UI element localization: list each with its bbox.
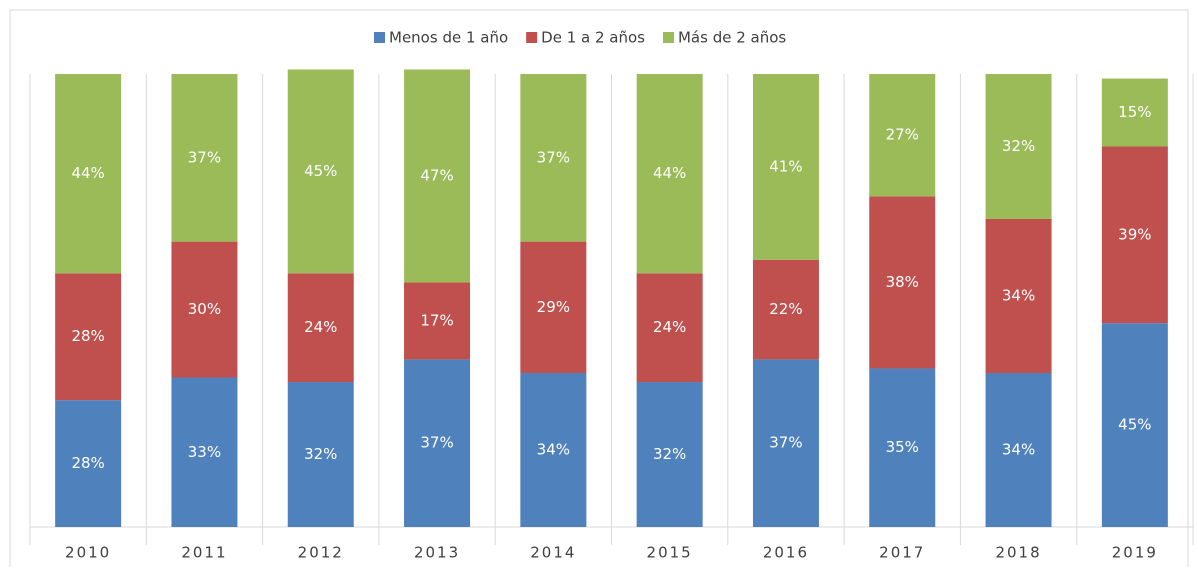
bar-segment	[636, 382, 703, 527]
data-label: 28%	[71, 327, 104, 345]
data-label: 37%	[537, 148, 570, 166]
bar-segment	[520, 74, 587, 242]
x-tick-label: 2016	[763, 544, 809, 562]
bar-segment	[55, 74, 122, 274]
bar-segment	[869, 74, 936, 197]
data-label: 24%	[653, 318, 686, 336]
bar-segment	[171, 241, 238, 378]
data-label: 30%	[188, 300, 221, 318]
data-label: 32%	[1002, 137, 1035, 155]
legend-swatch	[662, 32, 674, 43]
bar-segment	[869, 196, 936, 369]
bar-segment	[1101, 323, 1168, 527]
data-label: 34%	[1002, 286, 1035, 304]
x-tick-label: 2017	[879, 544, 925, 562]
x-tick-label: 2010	[65, 544, 111, 562]
data-label: 47%	[420, 166, 453, 184]
data-label: 38%	[886, 273, 919, 291]
bar-segment	[55, 273, 122, 401]
data-label: 15%	[1118, 103, 1151, 121]
bar-segment	[171, 74, 238, 242]
data-label: 34%	[1002, 440, 1035, 458]
data-label: 32%	[304, 445, 337, 463]
chart-frame	[9, 9, 1189, 571]
bar-segment	[287, 69, 354, 274]
legend-label: Menos de 1 año	[389, 29, 508, 47]
data-label: 29%	[537, 298, 570, 316]
bar-segment	[520, 241, 587, 373]
x-tick-label: 2015	[647, 544, 693, 562]
x-tick-label: 2011	[181, 544, 227, 562]
legend-label: Más de 2 años	[678, 29, 786, 47]
data-label: 24%	[304, 318, 337, 336]
bar-segment	[287, 382, 354, 527]
bar-segment	[404, 69, 471, 283]
bar-segment	[985, 74, 1052, 219]
bar-segment	[171, 377, 238, 527]
legend-swatch	[526, 32, 538, 43]
data-label: 27%	[886, 126, 919, 144]
data-label: 44%	[71, 164, 104, 182]
data-label: 44%	[653, 164, 686, 182]
bar-segment	[404, 359, 471, 527]
bar-segment	[636, 74, 703, 274]
data-label: 22%	[769, 300, 802, 318]
bar-segment	[520, 372, 587, 527]
bar-segment	[985, 218, 1052, 373]
data-label: 37%	[420, 434, 453, 452]
bar-segment	[1101, 78, 1168, 147]
bar-segment	[752, 259, 819, 360]
data-label: 37%	[769, 434, 802, 452]
legend-label: De 1 a 2 años	[541, 29, 645, 47]
bar-segment	[985, 372, 1052, 527]
bar-segment	[636, 273, 703, 383]
bar-segment	[752, 359, 819, 527]
legend-swatch	[374, 32, 385, 43]
bar-segment	[55, 400, 122, 527]
data-label: 32%	[653, 445, 686, 463]
x-tick-label: 2018	[995, 544, 1041, 562]
data-label: 45%	[304, 162, 337, 180]
data-label: 17%	[420, 311, 453, 329]
data-label: 33%	[188, 443, 221, 461]
x-tick-label: 2012	[298, 544, 344, 562]
data-label: 39%	[1118, 225, 1151, 243]
bar-segment	[752, 74, 819, 260]
data-label: 28%	[71, 454, 104, 472]
data-label: 35%	[886, 438, 919, 456]
legend: Menos de 1 año De 1 a 2 años Más de 2 años	[374, 29, 786, 47]
x-tick-label: 2014	[530, 544, 576, 562]
data-label: 34%	[537, 440, 570, 458]
bar-segment	[404, 282, 471, 360]
x-tick-label: 2019	[1112, 544, 1158, 562]
data-label: 41%	[769, 157, 802, 175]
x-tick-label: 2013	[414, 544, 460, 562]
bar-segment	[287, 273, 354, 383]
data-label: 37%	[188, 148, 221, 166]
data-label: 45%	[1118, 416, 1151, 434]
bar-segment	[869, 368, 936, 527]
bar-segment	[1101, 146, 1168, 324]
